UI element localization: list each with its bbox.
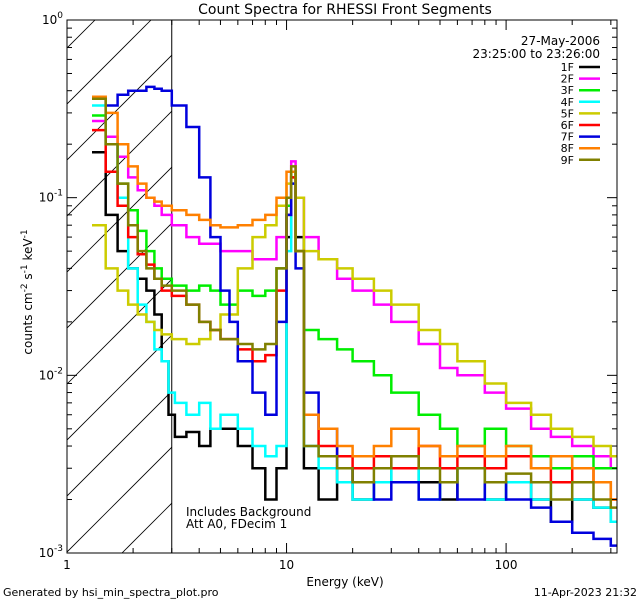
plot-frame <box>66 19 618 554</box>
y-label-base: counts cm <box>21 292 35 354</box>
legend-date: 27-May-2006 <box>521 34 600 48</box>
hatch-line <box>67 54 172 161</box>
footer-generated-by: Generated by hsi_min_spectra_plot.pro <box>3 586 219 599</box>
x-tick-labels: 1 10 100 <box>63 558 517 572</box>
y-label-end: keV <box>21 238 35 265</box>
hatch-line <box>570 0 640 553</box>
x-axis-label: Energy (keV) <box>306 575 383 589</box>
y-tick-label: 10-3 <box>39 544 63 560</box>
hatch-line <box>67 278 172 385</box>
y-tick-label: 100 <box>42 11 63 27</box>
legend-label-5f: 5F <box>561 107 574 120</box>
legend-label-1f: 1F <box>561 61 574 74</box>
y-axis-label: counts cm-2 s-1 keV-1 <box>20 229 35 354</box>
hatch-line <box>626 0 640 553</box>
excluded-energy-hatch <box>0 0 640 553</box>
series-9f-line <box>92 97 617 509</box>
hatch-line <box>67 166 172 273</box>
legend-label-8f: 8F <box>561 142 574 155</box>
x-tick-label: 1 <box>63 558 71 572</box>
hatch-line <box>67 222 172 329</box>
annotation-attenuator: Att A0, FDecim 1 <box>186 517 287 531</box>
legend-label-9f: 9F <box>561 154 574 167</box>
legend-label-6f: 6F <box>561 119 574 132</box>
series-layer <box>92 85 617 547</box>
x-tick-label: 100 <box>495 558 518 572</box>
axis-ticks <box>66 19 617 554</box>
legend-time-range: 23:25:00 to 23:26:00 <box>473 47 600 61</box>
y-tick-label: 10-1 <box>39 189 63 205</box>
y-label-mid: s <box>21 273 35 283</box>
y-label-exp2: -1 <box>20 264 30 273</box>
hatch-line <box>67 110 172 217</box>
legend-label-3f: 3F <box>561 84 574 97</box>
legend-label-7f: 7F <box>561 131 574 144</box>
y-tick-labels: 100 10-1 10-2 10-3 <box>39 11 64 560</box>
hatch-line <box>67 20 152 105</box>
chart-title: Count Spectra for RHESSI Front Segments <box>198 2 492 18</box>
series-7f-line <box>92 85 617 547</box>
footer-datetime: 11-Apr-2023 21:32 <box>534 586 637 599</box>
hatch-line <box>290 0 640 553</box>
hatch-line <box>514 0 640 553</box>
hatch-line <box>0 0 10 553</box>
annotation-background: Includes Background <box>186 505 311 519</box>
y-label-exp1: -2 <box>20 283 30 292</box>
x-tick-label: 10 <box>279 558 294 572</box>
hatch-line <box>67 390 172 497</box>
hatch-line <box>67 20 96 49</box>
hatch-line <box>67 334 172 441</box>
legend-label-4f: 4F <box>561 96 574 109</box>
series-6f-line <box>92 128 617 501</box>
hatch-line <box>234 0 640 553</box>
series-8f-line <box>92 95 617 501</box>
y-label-exp3: -1 <box>20 229 30 238</box>
y-tick-label: 10-2 <box>39 366 63 382</box>
hatch-line <box>402 0 640 553</box>
hatch-line <box>67 446 172 553</box>
legend-label-2f: 2F <box>561 73 574 86</box>
series-4f-line <box>92 104 617 523</box>
